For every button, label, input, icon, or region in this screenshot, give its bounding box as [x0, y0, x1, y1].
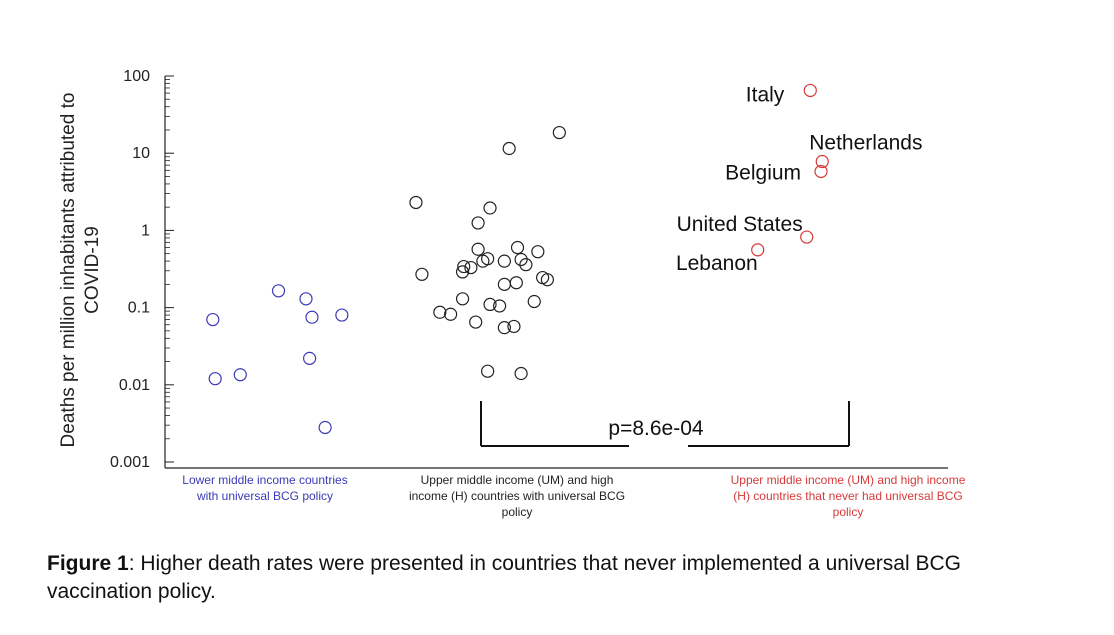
- category-label: Upper middle income (UM) and high: [421, 473, 614, 487]
- data-point: [409, 195, 423, 210]
- data-point: [507, 319, 521, 334]
- data-point: [751, 243, 765, 257]
- data-point: [469, 315, 483, 329]
- data-point: [483, 201, 497, 215]
- category-label: Upper middle income (UM) and high income: [731, 473, 966, 487]
- figure-caption: Figure 1: Higher death rates were presen…: [47, 550, 1057, 606]
- data-point: [510, 240, 525, 255]
- data-point: [540, 273, 555, 287]
- data-point: [497, 277, 511, 291]
- data-point: [444, 307, 458, 321]
- data-point: [471, 216, 485, 230]
- point-label: United States: [677, 213, 803, 236]
- caption-label: Figure 1: [47, 552, 129, 575]
- data-point: [481, 364, 495, 378]
- data-point: [497, 254, 511, 268]
- data-point: [433, 305, 447, 319]
- data-point: [497, 321, 511, 335]
- data-point: [455, 265, 470, 279]
- data-point: [455, 292, 470, 306]
- y-tick-label: 1: [141, 222, 150, 239]
- data-point: [803, 83, 817, 98]
- data-point: [208, 372, 222, 386]
- data-point: [502, 141, 516, 156]
- y-tick-label: 0.001: [110, 454, 150, 471]
- data-point: [514, 252, 528, 267]
- data-point: [531, 245, 545, 259]
- category-label: policy: [502, 505, 533, 519]
- data-point: [519, 258, 533, 272]
- data-point: [299, 292, 313, 306]
- scatter-plot: 100 10 1 0.1 0.01 0.001 Deaths per million inh…: [58, 68, 966, 519]
- data-point: [318, 420, 332, 435]
- p-value-label: p=8.6e-04: [608, 417, 703, 440]
- data-point: [800, 230, 814, 244]
- data-point: [271, 284, 286, 298]
- data-point: [415, 267, 429, 281]
- data-point: [483, 297, 497, 312]
- point-label: Netherlands: [809, 132, 922, 155]
- y-axis-label-line: COVID-19: [82, 226, 103, 314]
- data-point: [233, 368, 247, 382]
- data-point: [206, 312, 220, 327]
- data-point: [493, 299, 507, 313]
- data-point: [481, 252, 495, 266]
- category-label: policy: [833, 505, 864, 519]
- y-tick-label: 0.1: [128, 300, 150, 317]
- data-point: [814, 164, 828, 179]
- y-axis-label: Deaths per million inhabitants attribute…: [58, 93, 103, 448]
- point-label: Belgium: [725, 161, 801, 184]
- data-point: [476, 254, 490, 268]
- data-point: [335, 308, 349, 322]
- data-point: [305, 310, 319, 324]
- data-point: [514, 366, 528, 381]
- data-point: [471, 242, 485, 256]
- category-label: Lower middle income countries: [182, 473, 347, 487]
- data-point: [552, 125, 566, 140]
- data-point: [302, 351, 317, 365]
- y-tick-label: 100: [123, 68, 150, 85]
- category-label: (H) countries that never had universal B…: [733, 489, 962, 503]
- y-axis-label-line: Deaths per million inhabitants attribute…: [58, 93, 79, 448]
- point-label: Italy: [746, 83, 785, 106]
- data-point: [815, 154, 829, 169]
- data-point: [509, 276, 523, 290]
- chart: 100 10 1 0.1 0.01 0.001 Deaths per million inh…: [58, 68, 966, 519]
- data-point: [464, 260, 478, 275]
- y-tick-label: 10: [132, 145, 150, 162]
- point-label: Lebanon: [676, 252, 758, 275]
- data-point: [457, 259, 471, 274]
- category-label: with universal BCG policy: [196, 489, 333, 503]
- data-point: [527, 294, 541, 309]
- category-label: income (H) countries with universal BCG: [409, 489, 625, 503]
- y-tick-label: 0.01: [119, 377, 150, 394]
- caption-text: : Higher death rates were presented in c…: [47, 552, 961, 603]
